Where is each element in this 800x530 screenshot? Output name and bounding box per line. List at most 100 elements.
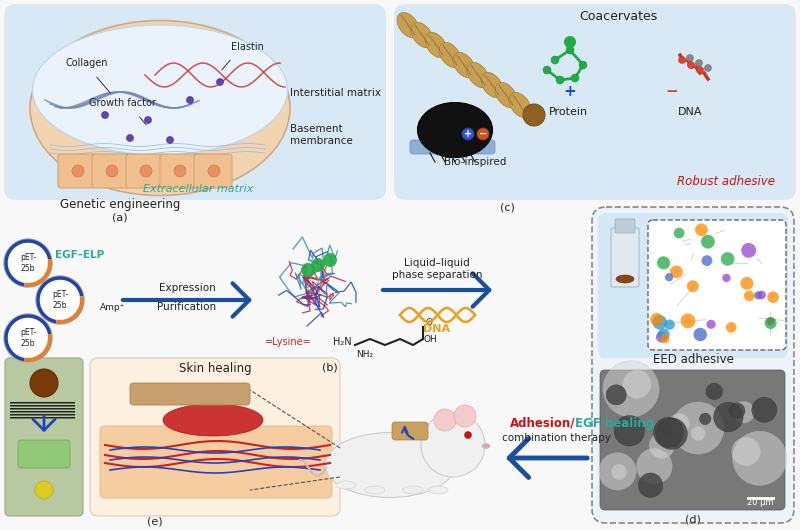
FancyBboxPatch shape xyxy=(10,405,75,407)
Circle shape xyxy=(705,65,711,72)
Circle shape xyxy=(637,448,672,484)
FancyBboxPatch shape xyxy=(58,154,96,188)
FancyBboxPatch shape xyxy=(598,213,788,358)
Ellipse shape xyxy=(482,444,490,448)
Text: DNA: DNA xyxy=(423,324,450,334)
FancyBboxPatch shape xyxy=(394,4,796,200)
Ellipse shape xyxy=(163,404,263,436)
Text: Basement
membrance: Basement membrance xyxy=(290,124,353,146)
Circle shape xyxy=(733,431,786,485)
Circle shape xyxy=(752,398,777,422)
Text: OH: OH xyxy=(423,335,437,344)
FancyBboxPatch shape xyxy=(90,358,340,516)
Circle shape xyxy=(611,464,627,480)
Circle shape xyxy=(606,385,626,405)
Circle shape xyxy=(691,427,706,440)
FancyBboxPatch shape xyxy=(194,154,232,188)
Circle shape xyxy=(217,78,223,85)
Circle shape xyxy=(722,273,730,282)
Circle shape xyxy=(102,111,109,119)
Text: Purification: Purification xyxy=(158,302,217,312)
Text: combination therapy: combination therapy xyxy=(502,433,610,443)
FancyBboxPatch shape xyxy=(126,154,164,188)
FancyBboxPatch shape xyxy=(10,414,75,416)
Ellipse shape xyxy=(418,102,493,157)
Circle shape xyxy=(106,165,118,177)
FancyBboxPatch shape xyxy=(160,154,198,188)
Circle shape xyxy=(30,369,58,397)
Circle shape xyxy=(208,165,220,177)
FancyBboxPatch shape xyxy=(100,426,332,498)
Circle shape xyxy=(421,413,485,477)
Circle shape xyxy=(678,57,686,64)
Circle shape xyxy=(311,258,325,272)
Circle shape xyxy=(758,290,766,299)
Text: NH₂: NH₂ xyxy=(357,350,374,359)
Circle shape xyxy=(566,46,574,54)
Circle shape xyxy=(741,277,754,290)
Text: Robust adhesive: Robust adhesive xyxy=(677,175,775,188)
FancyBboxPatch shape xyxy=(611,228,639,287)
FancyBboxPatch shape xyxy=(648,220,786,350)
Circle shape xyxy=(301,263,315,277)
Circle shape xyxy=(766,317,774,325)
Circle shape xyxy=(598,453,636,490)
Ellipse shape xyxy=(481,73,503,98)
Text: pET-
25b: pET- 25b xyxy=(52,290,68,310)
Text: −: − xyxy=(479,129,487,139)
Text: Expression: Expression xyxy=(158,283,215,293)
Text: (a): (a) xyxy=(112,212,128,222)
Text: Skin healing: Skin healing xyxy=(178,362,251,375)
Circle shape xyxy=(571,74,579,82)
Circle shape xyxy=(732,437,760,466)
Text: =Lysine=: =Lysine= xyxy=(265,337,312,347)
Text: Bio-inspired: Bio-inspired xyxy=(444,157,506,167)
Text: +: + xyxy=(464,129,472,139)
Text: Amp⁺: Amp⁺ xyxy=(100,303,126,312)
Circle shape xyxy=(126,135,134,142)
FancyBboxPatch shape xyxy=(615,219,635,233)
Circle shape xyxy=(551,56,559,64)
Circle shape xyxy=(699,413,711,425)
Circle shape xyxy=(36,276,84,324)
Text: Collagen: Collagen xyxy=(66,58,108,68)
Ellipse shape xyxy=(325,432,455,498)
Circle shape xyxy=(733,401,754,423)
Circle shape xyxy=(694,328,707,341)
Circle shape xyxy=(35,481,53,499)
Circle shape xyxy=(695,59,702,66)
Circle shape xyxy=(564,36,576,48)
Text: Liquid–liquid
phase separation: Liquid–liquid phase separation xyxy=(392,259,482,280)
Circle shape xyxy=(186,96,194,103)
Circle shape xyxy=(649,433,674,458)
Text: (c): (c) xyxy=(499,202,514,212)
Text: Interstitial matrix: Interstitial matrix xyxy=(290,88,381,98)
Circle shape xyxy=(767,292,779,303)
Ellipse shape xyxy=(467,63,489,87)
Ellipse shape xyxy=(397,12,419,38)
Circle shape xyxy=(140,165,152,177)
Circle shape xyxy=(614,416,645,446)
Circle shape xyxy=(726,322,737,333)
Circle shape xyxy=(656,418,687,449)
Ellipse shape xyxy=(509,92,531,118)
Circle shape xyxy=(701,235,715,249)
Ellipse shape xyxy=(365,486,385,494)
Circle shape xyxy=(686,280,698,292)
Ellipse shape xyxy=(336,481,356,489)
Circle shape xyxy=(730,403,745,419)
Ellipse shape xyxy=(495,83,517,108)
FancyBboxPatch shape xyxy=(10,417,75,419)
FancyBboxPatch shape xyxy=(130,383,250,405)
Text: H₂N: H₂N xyxy=(333,337,352,347)
Ellipse shape xyxy=(523,104,545,126)
Circle shape xyxy=(654,417,683,447)
Circle shape xyxy=(702,255,712,266)
Text: Growth factor: Growth factor xyxy=(89,98,155,108)
Circle shape xyxy=(145,117,151,123)
Text: Protein: Protein xyxy=(549,107,587,117)
Circle shape xyxy=(556,76,564,84)
Circle shape xyxy=(543,66,551,74)
FancyBboxPatch shape xyxy=(592,207,794,523)
Text: −: − xyxy=(666,84,678,100)
